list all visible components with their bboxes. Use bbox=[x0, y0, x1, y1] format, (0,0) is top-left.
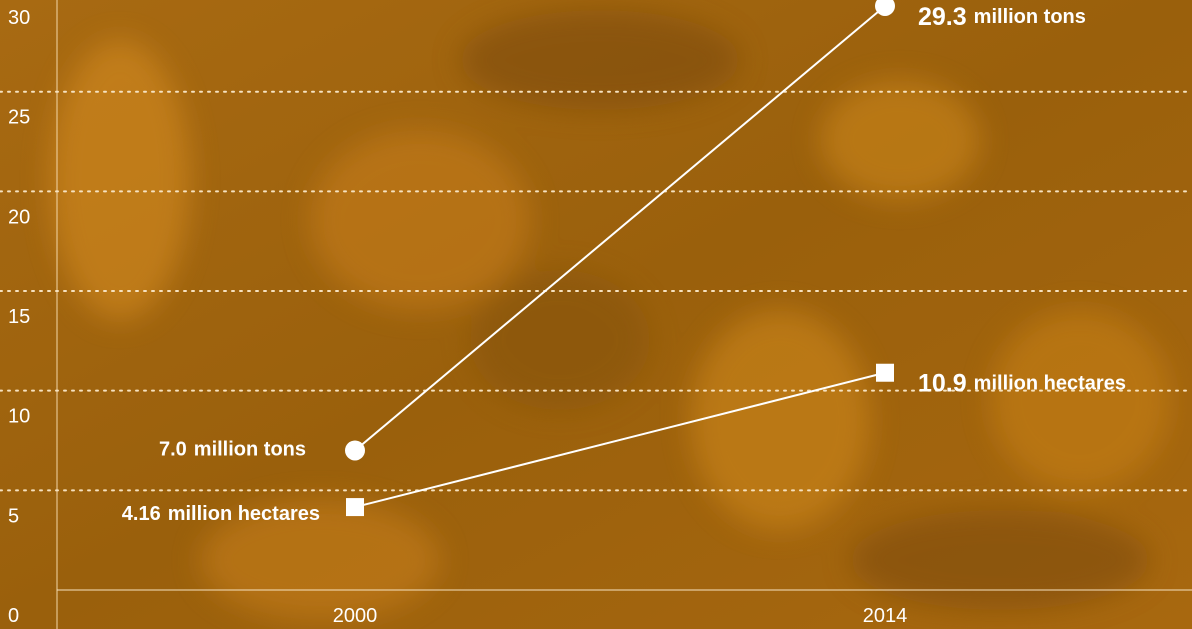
y-tick-label: 10 bbox=[8, 406, 30, 428]
data-label-unit: million hectares bbox=[168, 503, 320, 525]
point bbox=[346, 498, 364, 517]
data-label-value: 10.9 bbox=[918, 369, 967, 397]
series-line bbox=[354, 371, 886, 509]
point bbox=[345, 440, 365, 461]
data-label: 4.16 million hectares bbox=[122, 503, 320, 525]
y-tick-label: 20 bbox=[8, 206, 30, 228]
data-label-unit: million tons bbox=[974, 6, 1086, 28]
y-tick-label: 25 bbox=[8, 107, 30, 129]
x-tick-label: 2014 bbox=[863, 605, 908, 627]
data-label-value: 4.16 bbox=[122, 503, 161, 525]
data-label: 10.9 million hectares bbox=[918, 369, 1126, 397]
data-label-unit: million hectares bbox=[974, 373, 1126, 395]
point bbox=[876, 363, 894, 382]
series-line bbox=[354, 5, 886, 452]
y-tick-label: 30 bbox=[8, 7, 30, 29]
y-tick-label: 0 bbox=[8, 605, 19, 627]
data-label-unit: million tons bbox=[194, 439, 306, 461]
background-texture bbox=[50, 10, 1170, 620]
point bbox=[875, 0, 895, 16]
data-label-value: 29.3 bbox=[918, 3, 967, 31]
y-tick-label: 5 bbox=[8, 505, 19, 527]
y-tick-label: 15 bbox=[8, 306, 30, 328]
x-tick-label: 2000 bbox=[333, 605, 378, 627]
data-label-value: 7.0 bbox=[159, 439, 187, 461]
data-label: 7.0 million tons bbox=[159, 439, 306, 461]
data-label: 29.3 million tons bbox=[918, 3, 1086, 31]
